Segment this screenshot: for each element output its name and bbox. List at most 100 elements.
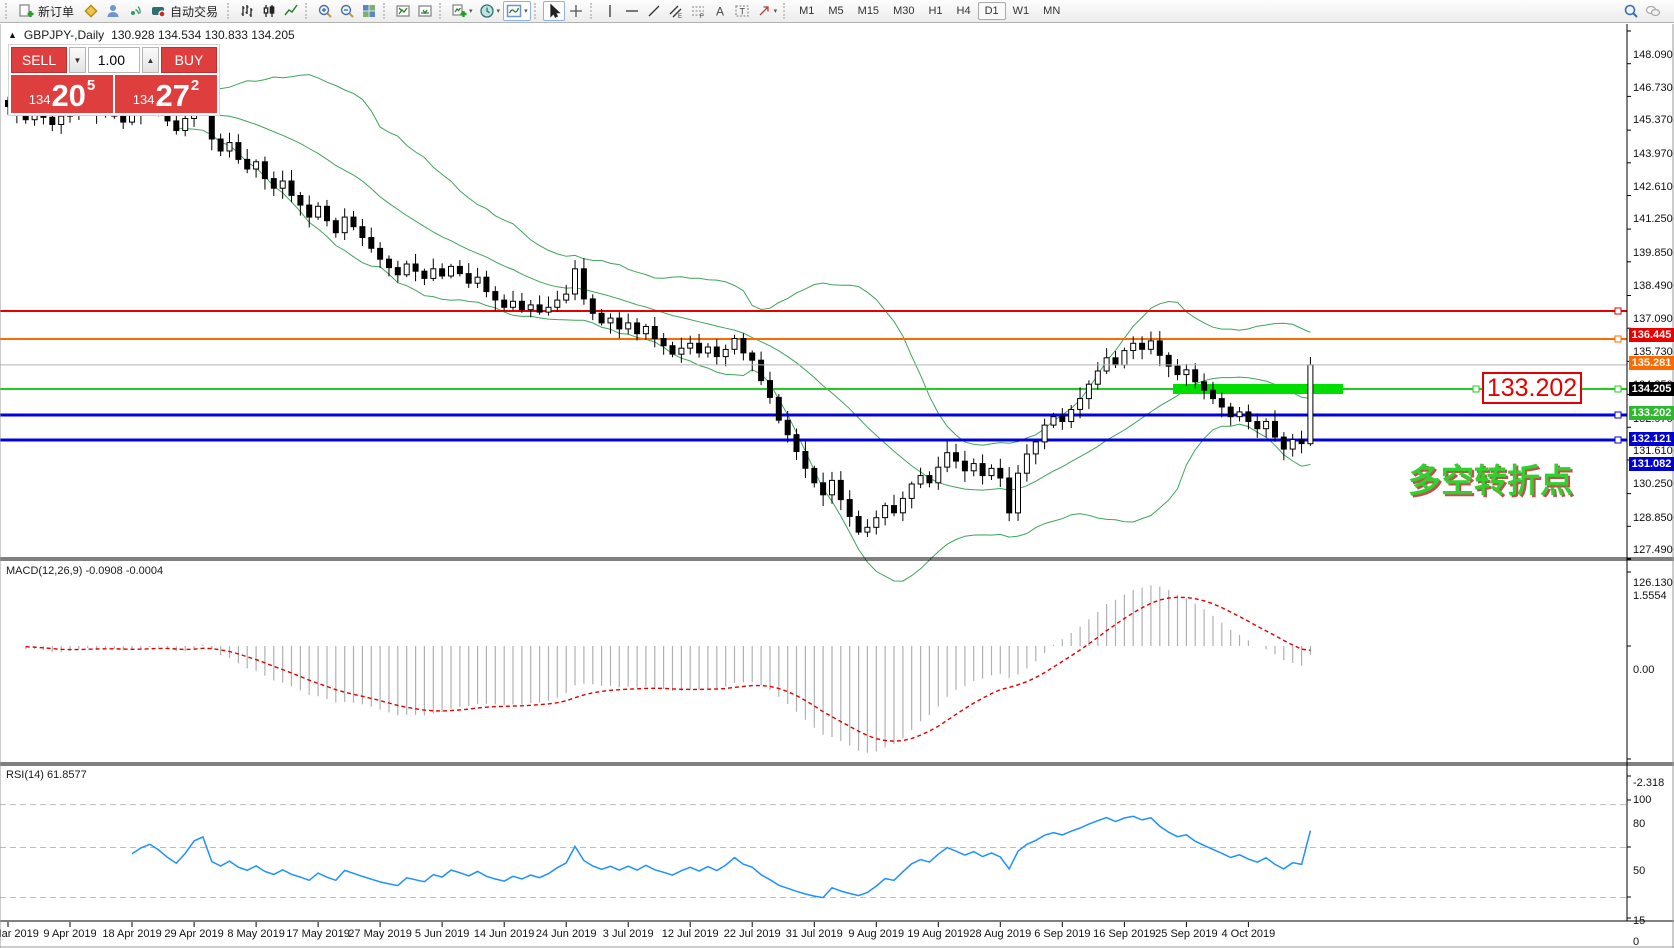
bar-chart-button[interactable] [236,1,258,21]
hline-button[interactable] [621,1,643,21]
rsi-panel-area[interactable] [0,766,1627,921]
price-chart-area[interactable] [0,24,1627,559]
tile-windows-button[interactable] [358,1,380,21]
dropdown-caret-icon[interactable]: ▾ [469,8,473,15]
text-button[interactable]: A [709,1,731,21]
collapse-panel-triangle[interactable]: ▲ [8,30,17,40]
timeframe-h1[interactable]: H1 [928,5,943,17]
zoom-in-button[interactable] [314,1,336,21]
vline-button[interactable] [599,1,621,21]
dropdown-caret-icon[interactable]: ▾ [496,8,501,15]
crosshair-icon [568,3,584,19]
chat-icon [1645,3,1661,19]
arrange-left-icon [395,3,411,19]
timeframe-group: M1 M5 M15 M30 H1 H4 D1 W1 MN [792,0,1067,22]
date-tick-label: 4 Oct 2019 [1221,928,1276,940]
timeframe-mn[interactable]: MN [1043,5,1061,17]
toolbar-grip [533,3,539,19]
timeframe-m30[interactable]: M30 [893,5,915,17]
arrange-left-button[interactable] [392,1,414,21]
template-button[interactable]: ▾ [503,1,531,21]
crosshair-button[interactable] [565,1,587,21]
timeframe-d1[interactable]: D1 [977,2,1006,20]
chat-button[interactable] [1642,1,1664,21]
period-button[interactable]: ▾ [476,1,504,21]
date-tick-label: 3 Jul 2019 [602,928,654,940]
level-price-badge: 136.445 [1629,328,1674,342]
line-chart-icon [283,3,299,19]
label-button[interactable]: T [731,1,753,21]
bar-chart-icon [239,3,255,19]
level-price-callout[interactable]: 133.202 [1482,372,1582,404]
macd-panel-area[interactable] [0,561,1627,765]
autotrading-button[interactable]: 自动交易 [146,1,224,21]
date-tick-label: 22 Jul 2019 [723,928,781,940]
shapes-button[interactable]: ▾ [753,1,781,21]
channel-button[interactable]: E [665,1,687,21]
date-tick-label: 18 Apr 2019 [102,928,162,940]
period-icon [479,3,495,19]
shapes-icon [756,3,772,19]
level-price-badge: 131.082 [1629,456,1674,471]
arrange-right-button[interactable] [414,1,436,21]
volume-input[interactable] [88,47,140,73]
price-tick-label: 143.970 [1633,148,1673,161]
macd-label: MACD(12,26,9) -0.0908 -0.0004 [6,565,164,577]
price-tick-label: 131.610 [1633,445,1673,458]
channel-icon: E [668,3,684,19]
zoom-out-button[interactable] [336,1,358,21]
price-tick-label: 148.090 [1633,49,1673,61]
zoom-out-icon [339,3,355,19]
price-tick-label: 142.610 [1633,180,1673,193]
chart-canvas[interactable] [0,24,1674,948]
date-tick-label: 29 Apr 2019 [164,928,224,940]
date-tick-label: 27 May 2019 [348,928,412,940]
price-tick-label: 138.490 [1633,279,1673,292]
macd-tick-label: -2.318 [1633,777,1665,789]
candle-chart-button[interactable] [258,1,280,21]
dropdown-caret-icon[interactable]: ▾ [773,8,778,15]
candle-chart-icon [261,3,277,19]
svg-text:A: A [716,5,724,19]
timeframe-m15[interactable]: M15 [857,5,880,17]
sell-button[interactable]: SELL [11,47,67,73]
toolbar-group [542,0,587,22]
signals-button[interactable] [124,1,146,21]
sell-price-prefix: 134 [28,92,51,107]
sell-price-main: 20 [51,78,86,113]
date-tick-label: 9 Apr 2019 [43,928,97,940]
macd-tick-label: 1.5554 [1633,590,1667,602]
rsi-tick-label: 80 [1633,818,1646,830]
fibo-button[interactable]: F [687,1,709,21]
line-chart-button[interactable] [280,1,302,21]
market-button[interactable] [80,1,102,21]
buy-button[interactable]: BUY [161,47,217,73]
dropdown-caret-icon[interactable]: ▾ [524,8,528,15]
volume-increase-button[interactable]: ▲ [142,47,159,73]
timeframe-w1[interactable]: W1 [1012,5,1030,17]
timeframe-m1[interactable]: M1 [799,5,815,17]
autotrading-icon [150,3,166,19]
svg-text:T: T [739,7,745,17]
rsi-tick-label: 100 [1633,794,1652,806]
toolbar-group: ▾ ▾ ▾ [448,0,531,22]
cursor-button[interactable] [542,1,565,21]
new-chart-button[interactable]: ▾ [448,1,476,21]
new-order-button[interactable]: 新订单 [14,1,80,21]
level-price-badge: 132.121 [1629,431,1674,446]
trendline-button[interactable] [643,1,665,21]
tile-windows-icon [361,3,377,19]
timeframe-m5[interactable]: M5 [828,5,844,17]
sell-price[interactable]: 134 20 5 [11,75,113,113]
macd-tick-label: 0.00 [1633,664,1655,676]
buy-price[interactable]: 134 27 2 [115,75,217,113]
volume-decrease-button[interactable]: ▼ [69,47,86,73]
search-button[interactable] [1620,1,1642,21]
timeframe-h4[interactable]: H4 [956,5,971,17]
price-tick-label: 130.250 [1633,477,1673,490]
profile-button[interactable] [102,1,124,21]
price-tick-label: 126.130 [1633,577,1673,590]
svg-text:E: E [678,14,682,19]
toolbar-grip [439,3,444,19]
date-tick-label: 9 Aug 2019 [848,928,905,940]
